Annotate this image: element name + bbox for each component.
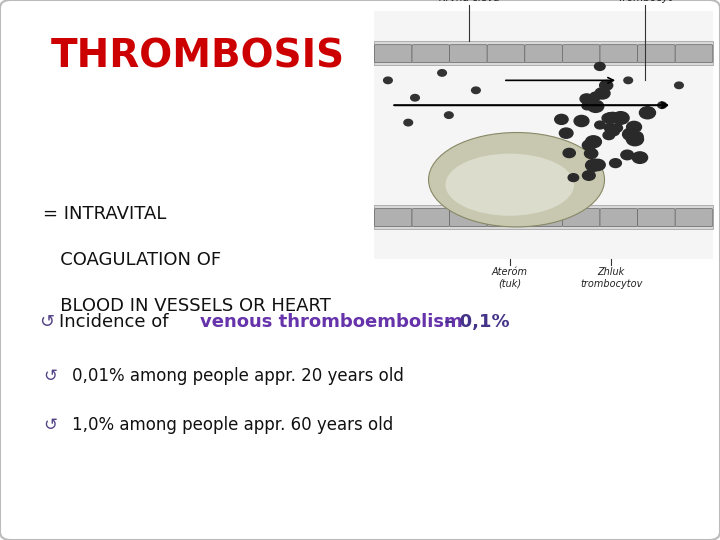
Text: Trombocyt: Trombocyt [618,0,672,3]
Circle shape [404,119,413,126]
Circle shape [605,113,615,120]
Circle shape [611,124,623,132]
Circle shape [632,152,647,164]
Text: venous thromboembolism: venous thromboembolism [200,313,463,331]
Circle shape [609,128,619,136]
Circle shape [585,159,601,171]
Circle shape [675,82,683,89]
FancyBboxPatch shape [638,208,675,226]
Circle shape [595,87,610,99]
Circle shape [563,148,575,158]
Text: BLOOD IN VESSELS OR HEART: BLOOD IN VESSELS OR HEART [43,297,331,315]
Circle shape [600,80,613,90]
Text: 1,0% among people appr. 60 years old: 1,0% among people appr. 60 years old [72,416,393,434]
Circle shape [582,171,595,180]
Text: = INTRAVITAL: = INTRAVITAL [43,205,166,223]
FancyBboxPatch shape [675,208,713,226]
FancyBboxPatch shape [374,45,412,63]
Circle shape [559,128,573,138]
Circle shape [590,92,601,100]
Circle shape [582,140,595,150]
Circle shape [602,113,614,123]
Circle shape [595,121,606,129]
Text: Krvná cieva: Krvná cieva [438,0,500,3]
FancyBboxPatch shape [487,208,525,226]
Circle shape [626,122,642,132]
FancyBboxPatch shape [600,208,638,226]
Bar [374,205,713,230]
FancyBboxPatch shape [449,208,487,226]
FancyBboxPatch shape [638,45,675,63]
FancyBboxPatch shape [449,45,487,63]
Circle shape [623,128,639,140]
FancyBboxPatch shape [487,45,525,63]
Circle shape [639,107,655,119]
FancyBboxPatch shape [374,208,412,226]
Text: ↺: ↺ [43,367,57,385]
Circle shape [580,94,593,104]
Circle shape [585,148,598,158]
Circle shape [384,77,392,84]
Bar [374,11,713,259]
Ellipse shape [446,153,574,215]
FancyBboxPatch shape [412,45,449,63]
Bar [374,40,713,65]
Circle shape [585,136,601,148]
Circle shape [624,77,633,84]
Circle shape [626,133,644,146]
Text: ↺: ↺ [43,416,57,434]
Circle shape [606,112,619,123]
Circle shape [444,112,453,118]
FancyBboxPatch shape [525,208,562,226]
Text: COAGULATION OF: COAGULATION OF [43,251,221,269]
Text: Ateróm
(tuk): Ateróm (tuk) [492,267,528,289]
Circle shape [604,123,616,132]
FancyBboxPatch shape [600,45,638,63]
Circle shape [630,132,643,141]
Text: – 0,1%: – 0,1% [438,313,510,331]
Circle shape [621,150,634,160]
Circle shape [410,94,419,101]
Circle shape [612,112,629,124]
Ellipse shape [428,132,605,227]
Circle shape [554,114,568,124]
Text: Zhluk
trombocytov: Zhluk trombocytov [580,267,642,289]
Circle shape [610,159,621,167]
Circle shape [588,100,604,112]
Circle shape [438,70,446,76]
Circle shape [595,63,605,70]
FancyBboxPatch shape [525,45,562,63]
Circle shape [657,102,667,109]
Circle shape [582,102,593,110]
FancyBboxPatch shape [562,208,600,226]
Circle shape [590,159,606,171]
Circle shape [472,87,480,93]
Text: Incidence of: Incidence of [59,313,174,331]
Circle shape [568,174,579,181]
Circle shape [574,116,589,126]
FancyBboxPatch shape [412,208,449,226]
Text: ↺: ↺ [40,313,55,331]
FancyBboxPatch shape [562,45,600,63]
FancyBboxPatch shape [675,45,713,63]
Text: 0,01% among people appr. 20 years old: 0,01% among people appr. 20 years old [72,367,404,385]
Text: THROMBOSIS: THROMBOSIS [50,38,345,76]
Circle shape [603,131,615,139]
